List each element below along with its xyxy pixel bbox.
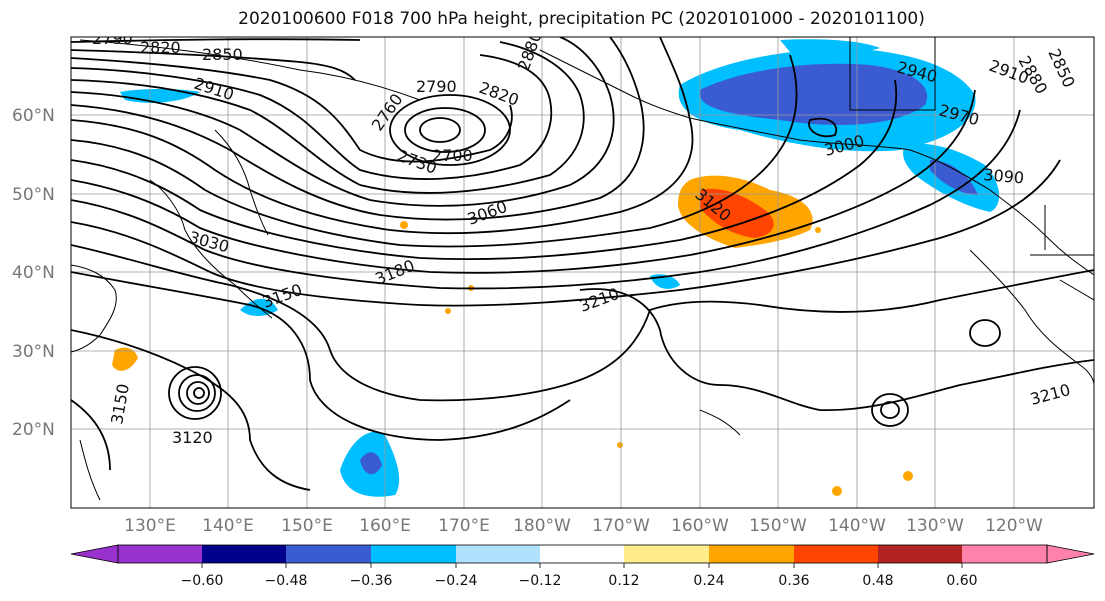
- colorbar: −0.60 −0.48 −0.36 −0.24 −0.12 0.12 0.24 …: [70, 544, 1095, 589]
- colorbar-segment: [540, 545, 624, 563]
- colorbar-tick-label: −0.60: [181, 573, 224, 589]
- longitude-labels: 130°E 140°E 150°E 160°E 170°E 180°W 170°…: [124, 516, 1043, 536]
- contour-label: 2820: [477, 78, 522, 110]
- colorbar-segment: [118, 545, 202, 563]
- contour-label: 2790: [92, 29, 133, 48]
- colorbar-segment: [456, 545, 540, 563]
- contour-label: 3090: [983, 165, 1025, 187]
- lon-label: 140°W: [828, 516, 886, 536]
- latitude-labels: 60°N 50°N 40°N 30°N 20°N: [12, 106, 55, 440]
- colorbar-tick-label: −0.12: [519, 573, 562, 589]
- colorbar-frame: [117, 544, 1048, 564]
- contour-label: 3150: [107, 382, 133, 425]
- lon-label: 140°E: [202, 516, 254, 536]
- colorbar-tick-label: −0.48: [265, 573, 308, 589]
- lat-label: 20°N: [12, 420, 55, 440]
- lon-label: 150°E: [281, 516, 333, 536]
- lon-label: 170°W: [592, 516, 650, 536]
- lat-label: 60°N: [12, 106, 55, 126]
- lon-label: 170°E: [438, 516, 490, 536]
- figure-title: 2020100600 F018 700 hPa height, precipit…: [238, 9, 925, 29]
- graticule: [71, 37, 1094, 508]
- colorbar-segment: [371, 545, 456, 563]
- contour-label: 3060: [465, 197, 510, 229]
- coastlines: [71, 37, 1094, 501]
- contour-label: 2790: [416, 77, 457, 96]
- colorbar-segment: [878, 545, 962, 563]
- lat-label: 40°N: [12, 263, 55, 283]
- lon-label: 150°W: [749, 516, 807, 536]
- contour-label: 2850: [202, 45, 243, 64]
- lat-label: 30°N: [12, 342, 55, 362]
- height-contours: [71, 37, 1094, 491]
- map-frame: [70, 36, 1095, 509]
- colorbar-segment: [286, 545, 371, 563]
- lat-label: 50°N: [12, 185, 55, 205]
- colorbar-extend-high: [1046, 544, 1095, 564]
- colorbar-tick-label: 0.24: [693, 573, 724, 589]
- contour-label: 2820: [140, 38, 181, 57]
- contour-label: 3150: [260, 280, 305, 312]
- lon-label: 180°W: [513, 516, 571, 536]
- colorbar-extend-low: [70, 544, 119, 564]
- colorbar-tick-label: −0.24: [435, 573, 478, 589]
- lon-label: 160°E: [359, 516, 411, 536]
- colorbar-segment: [962, 545, 1047, 563]
- precip-shading: [112, 39, 1000, 497]
- lon-label: 130°W: [906, 516, 964, 536]
- colorbar-segment: [709, 545, 794, 563]
- colorbar-segment: [202, 545, 286, 563]
- contour-label: 3210: [1028, 380, 1072, 409]
- colorbar-tick-label: 0.60: [946, 573, 977, 589]
- lon-label: 120°W: [985, 516, 1043, 536]
- contour-label: 2760: [368, 90, 407, 134]
- colorbar-tick-label: 0.36: [778, 573, 809, 589]
- contour-label: 3120: [172, 428, 213, 447]
- colorbar-tick-label: 0.48: [862, 573, 893, 589]
- colorbar-segment: [794, 545, 878, 563]
- contour-label: 2700: [432, 146, 473, 165]
- colorbar-tick-label: 0.12: [608, 573, 639, 589]
- lon-label: 160°W: [671, 516, 729, 536]
- colorbar-segment: [624, 545, 709, 563]
- map-panel: 2790 2820 2850 2910 2790 2820 2880 2760 …: [71, 29, 1094, 508]
- lon-label: 130°E: [124, 516, 176, 536]
- colorbar-tick-label: −0.36: [350, 573, 393, 589]
